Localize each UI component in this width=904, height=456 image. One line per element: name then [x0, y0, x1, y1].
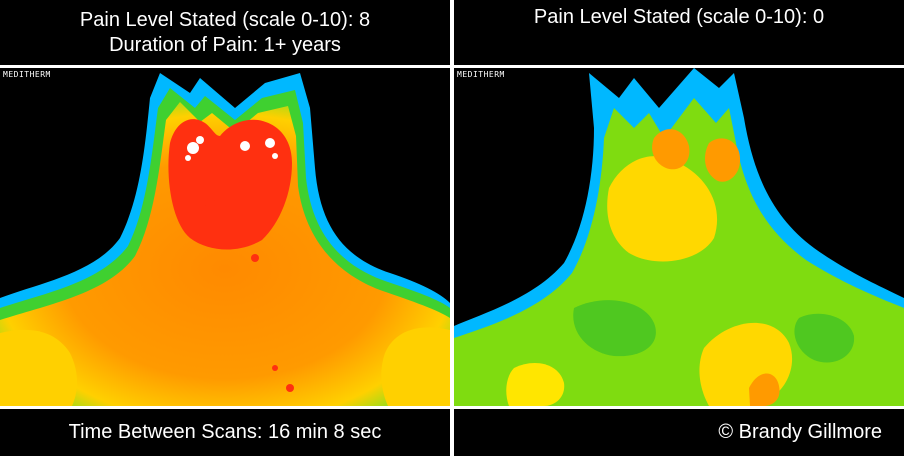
right-pain-level: Pain Level Stated (scale 0-10): 0: [533, 6, 825, 28]
time-between-scans: Time Between Scans: 16 min 8 sec: [68, 421, 382, 443]
copyright-text: © Brandy Gillmore: [718, 421, 882, 443]
thermal-image-after: [454, 68, 904, 406]
left-header: Pain Level Stated (scale 0-10): 8 Durati…: [0, 0, 450, 65]
left-pain-level: Pain Level Stated (scale 0-10): 8: [79, 8, 371, 31]
left-brand-label: MEDITHERM: [3, 70, 51, 79]
thermal-image-before: [0, 73, 450, 406]
right-footer: © Brandy Gillmore: [454, 409, 904, 456]
left-duration: Duration of Pain: 1+ years: [109, 33, 341, 56]
thermal-scan-before: MEDITHERM: [0, 68, 450, 406]
right-header: Pain Level Stated (scale 0-10): 0: [454, 0, 904, 65]
right-brand-label: MEDITHERM: [457, 70, 505, 79]
left-footer: Time Between Scans: 16 min 8 sec: [0, 409, 450, 456]
thermal-scan-after: MEDITHERM: [454, 68, 904, 406]
